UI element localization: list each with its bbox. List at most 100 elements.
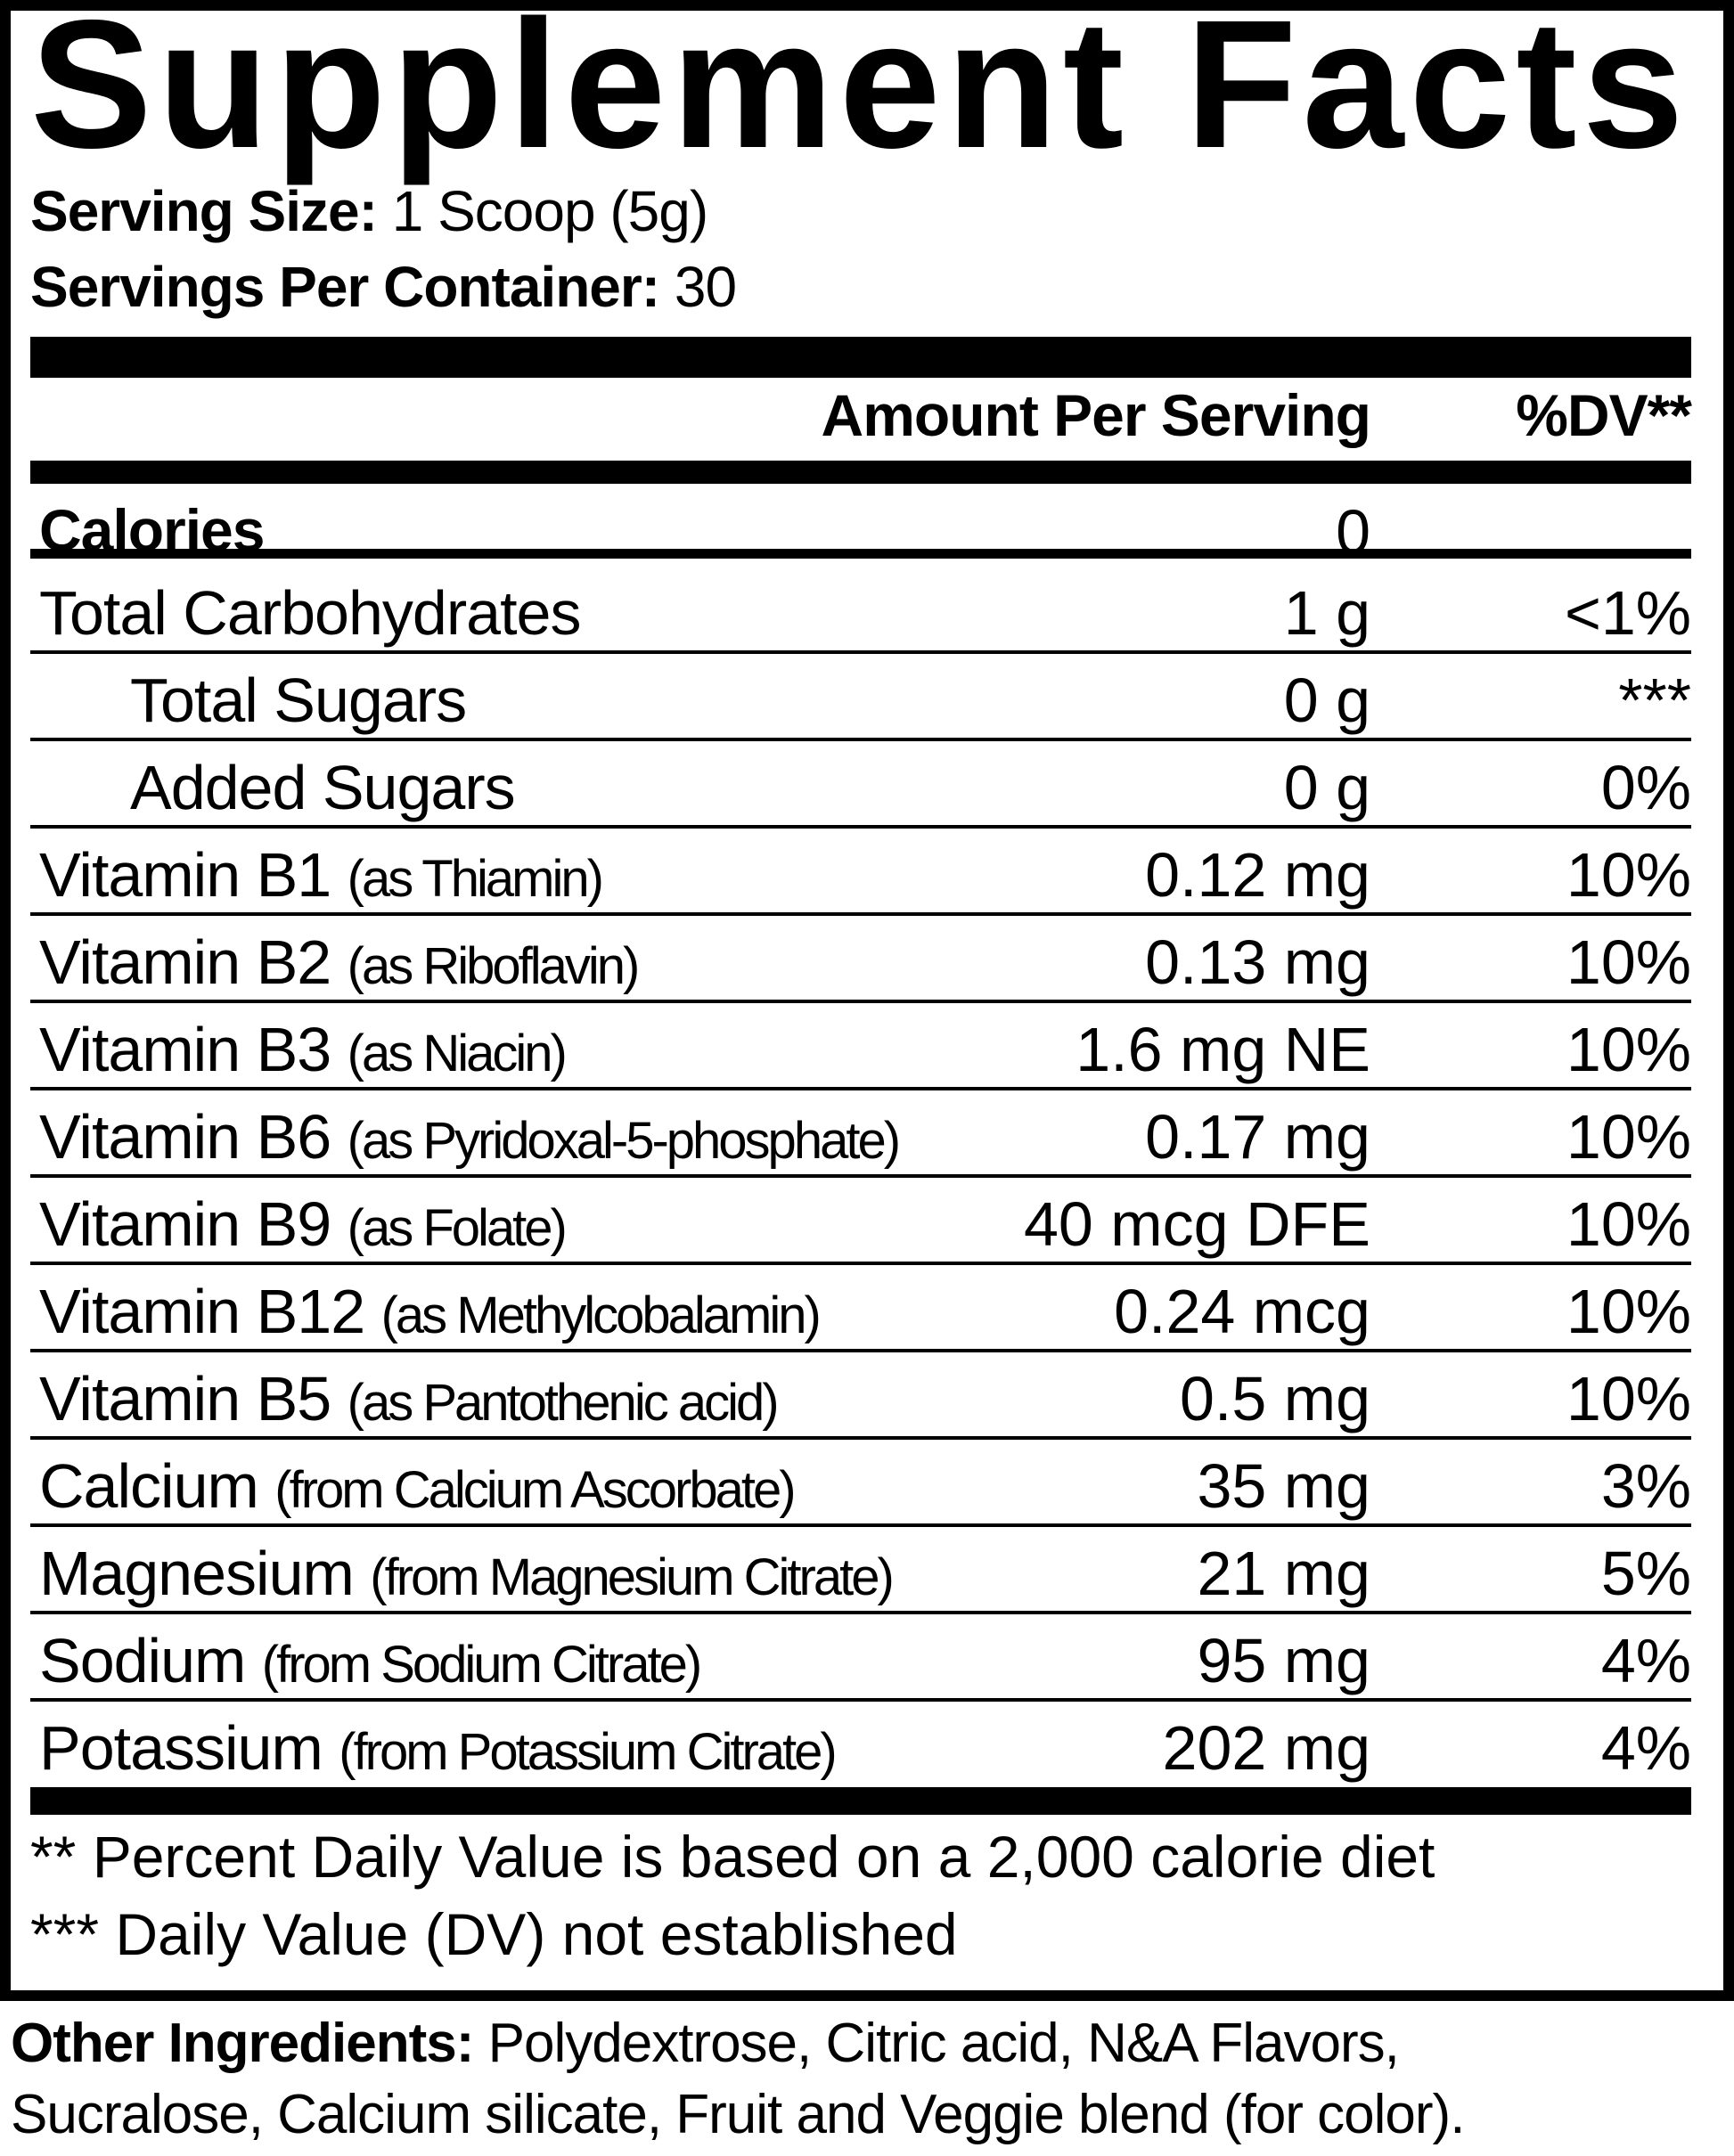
nutrient-label: Potassium bbox=[39, 1713, 323, 1783]
nutrient-row: Vitamin B12 (as Methylcobalamin) 0.24 mcg… bbox=[30, 1265, 1691, 1352]
nutrient-source: (from Potassium Citrate) bbox=[339, 1723, 837, 1781]
row-divider bbox=[30, 1611, 1691, 1614]
nutrient-name: Total Carbohydrates bbox=[39, 577, 581, 649]
nutrient-dv: 3% bbox=[1600, 1451, 1691, 1521]
nutrient-row: Vitamin B6 (as Pyridoxal-5-phosphate) 0.1… bbox=[30, 1090, 1691, 1178]
divider-thick bbox=[30, 337, 1691, 378]
nutrient-name: Vitamin B5 (as Pantothenic acid) bbox=[39, 1363, 780, 1434]
nutrient-source: (as Pantothenic acid) bbox=[347, 1374, 780, 1432]
row-divider bbox=[30, 825, 1691, 829]
nutrient-amount: 1 g bbox=[1283, 578, 1370, 648]
nutrient-dv: 10% bbox=[1566, 1364, 1691, 1433]
row-divider bbox=[30, 1174, 1691, 1178]
nutrient-source: (as Pyridoxal-5-phosphate) bbox=[347, 1112, 901, 1170]
nutrient-row: Total Sugars 0 g *** bbox=[30, 654, 1691, 741]
nutrient-amount: 0.24 mcg bbox=[1114, 1277, 1370, 1346]
nutrient-label: Calcium bbox=[39, 1451, 259, 1521]
nutrient-name: Added Sugars bbox=[130, 752, 516, 823]
nutrient-amount: 0 g bbox=[1283, 666, 1370, 735]
row-divider bbox=[30, 912, 1691, 916]
other-ingredients-line1: Other Ingredients: Polydextrose, Citric … bbox=[11, 2012, 1400, 2075]
nutrient-dv: 4% bbox=[1600, 1713, 1691, 1783]
nutrient-dv: 10% bbox=[1566, 1189, 1691, 1259]
nutrient-row: Vitamin B3 (as Niacin) 1.6 mg NE 10% bbox=[30, 1003, 1691, 1090]
nutrient-label: Total Sugars bbox=[130, 666, 467, 735]
other-ingredients-line2: Sucralose, Calcium silicate, Fruit and V… bbox=[11, 2084, 1465, 2145]
nutrient-source: (from Sodium Citrate) bbox=[261, 1636, 702, 1694]
nutrient-label: Vitamin B2 bbox=[39, 927, 331, 997]
nutrient-source: (as Riboflavin) bbox=[347, 937, 641, 995]
other-ingredients-label: Other Ingredients: bbox=[11, 2013, 474, 2074]
divider-medium bbox=[30, 461, 1691, 484]
nutrient-label: Added Sugars bbox=[130, 753, 516, 822]
nutrient-dv: 5% bbox=[1600, 1539, 1691, 1608]
nutrient-dv: 4% bbox=[1600, 1626, 1691, 1695]
nutrient-amount: 202 mg bbox=[1162, 1713, 1370, 1783]
row-divider bbox=[30, 738, 1691, 741]
nutrient-row: Calcium (from Calcium Ascorbate) 35 mg 3% bbox=[30, 1440, 1691, 1527]
nutrient-dv: 10% bbox=[1566, 1277, 1691, 1346]
row-divider bbox=[30, 1698, 1691, 1702]
nutrient-label: Vitamin B1 bbox=[39, 840, 331, 910]
nutrient-amount: 0 g bbox=[1283, 753, 1370, 822]
row-divider bbox=[30, 1523, 1691, 1527]
nutrient-row: Calories 0 bbox=[30, 486, 1691, 567]
nutrient-dv: 0% bbox=[1600, 753, 1691, 822]
supplement-facts-panel bbox=[0, 0, 1734, 2001]
nutrient-label: Total Carbohydrates bbox=[39, 578, 581, 648]
other-ingredients-text: Polydextrose, Citric acid, N&A Flavors, bbox=[487, 2013, 1400, 2074]
row-divider bbox=[30, 1436, 1691, 1440]
serving-size-value: 1 Scoop (5g) bbox=[391, 179, 708, 243]
footnote-dv: ** Percent Daily Value is based on a 2,0… bbox=[30, 1824, 1435, 1890]
column-header: Amount Per Serving %DV** bbox=[30, 381, 1692, 453]
nutrient-row: Vitamin B1 (as Thiamin) 0.12 mg 10% bbox=[30, 829, 1691, 916]
nutrient-source: (as Thiamin) bbox=[347, 850, 604, 908]
nutrient-amount: 1.6 mg NE bbox=[1076, 1015, 1370, 1084]
nutrient-dv: 10% bbox=[1566, 927, 1691, 997]
nutrient-source: (as Methylcobalamin) bbox=[380, 1286, 822, 1344]
nutrient-label: Sodium bbox=[39, 1626, 246, 1695]
nutrient-name: Calcium (from Calcium Ascorbate) bbox=[39, 1450, 797, 1522]
nutrient-name: Vitamin B2 (as Riboflavin) bbox=[39, 927, 641, 998]
row-divider bbox=[30, 650, 1691, 654]
nutrient-row: Vitamin B2 (as Riboflavin) 0.13 mg 10% bbox=[30, 916, 1691, 1003]
nutrient-source: (as Folate) bbox=[347, 1199, 568, 1257]
serving-size-label: Serving Size: bbox=[30, 179, 378, 243]
nutrient-amount: 40 mcg DFE bbox=[1024, 1189, 1370, 1259]
amount-header: Amount Per Serving bbox=[821, 382, 1371, 448]
servings-per-container-label: Servings Per Container: bbox=[30, 255, 660, 319]
nutrient-amount: 0.5 mg bbox=[1180, 1364, 1370, 1433]
nutrient-amount: 95 mg bbox=[1197, 1626, 1370, 1695]
nutrient-row: Vitamin B5 (as Pantothenic acid) 0.5 mg 10… bbox=[30, 1352, 1691, 1440]
nutrient-dv: <1% bbox=[1564, 578, 1691, 648]
nutrient-name: Sodium (from Sodium Citrate) bbox=[39, 1625, 702, 1696]
nutrient-label: Vitamin B6 bbox=[39, 1102, 331, 1172]
row-divider bbox=[30, 1087, 1691, 1090]
nutrient-name: Magnesium (from Magnesium Citrate) bbox=[39, 1538, 895, 1609]
nutrient-amount: 21 mg bbox=[1197, 1539, 1370, 1608]
nutrient-name: Potassium (from Potassium Citrate) bbox=[39, 1712, 838, 1784]
servings-per-container: Servings Per Container: 30 bbox=[30, 254, 737, 320]
nutrient-amount: 35 mg bbox=[1197, 1451, 1370, 1521]
nutrient-name: Vitamin B1 (as Thiamin) bbox=[39, 839, 604, 911]
nutrient-row: Vitamin B9 (as Folate) 40 mcg DFE 10% bbox=[30, 1178, 1691, 1265]
nutrient-label: Vitamin B9 bbox=[39, 1189, 331, 1259]
nutrient-row: Sodium (from Sodium Citrate) 95 mg 4% bbox=[30, 1614, 1691, 1702]
nutrient-name: Vitamin B6 (as Pyridoxal-5-phosphate) bbox=[39, 1101, 901, 1172]
nutrient-row: Potassium (from Potassium Citrate) 202 mg… bbox=[30, 1702, 1691, 1789]
nutrient-name: Vitamin B12 (as Methylcobalamin) bbox=[39, 1276, 822, 1347]
row-divider bbox=[30, 1262, 1691, 1265]
footnote-not-established: *** Daily Value (DV) not established bbox=[30, 1901, 958, 1967]
dv-header: %DV** bbox=[1516, 382, 1692, 448]
nutrient-name: Vitamin B3 (as Niacin) bbox=[39, 1014, 568, 1085]
nutrient-source: (as Niacin) bbox=[347, 1025, 568, 1082]
nutrient-source: (from Magnesium Citrate) bbox=[370, 1548, 894, 1606]
nutrient-amount: 0.17 mg bbox=[1145, 1102, 1370, 1172]
nutrient-dv: 10% bbox=[1566, 1102, 1691, 1172]
nutrient-row: Added Sugars 0 g 0% bbox=[30, 741, 1691, 829]
nutrient-row: Magnesium (from Magnesium Citrate) 21 mg 5… bbox=[30, 1527, 1691, 1614]
row-divider bbox=[30, 1000, 1691, 1003]
nutrient-label: Vitamin B12 bbox=[39, 1277, 365, 1346]
nutrient-name: Total Sugars bbox=[130, 665, 467, 736]
divider-calories bbox=[30, 549, 1691, 559]
